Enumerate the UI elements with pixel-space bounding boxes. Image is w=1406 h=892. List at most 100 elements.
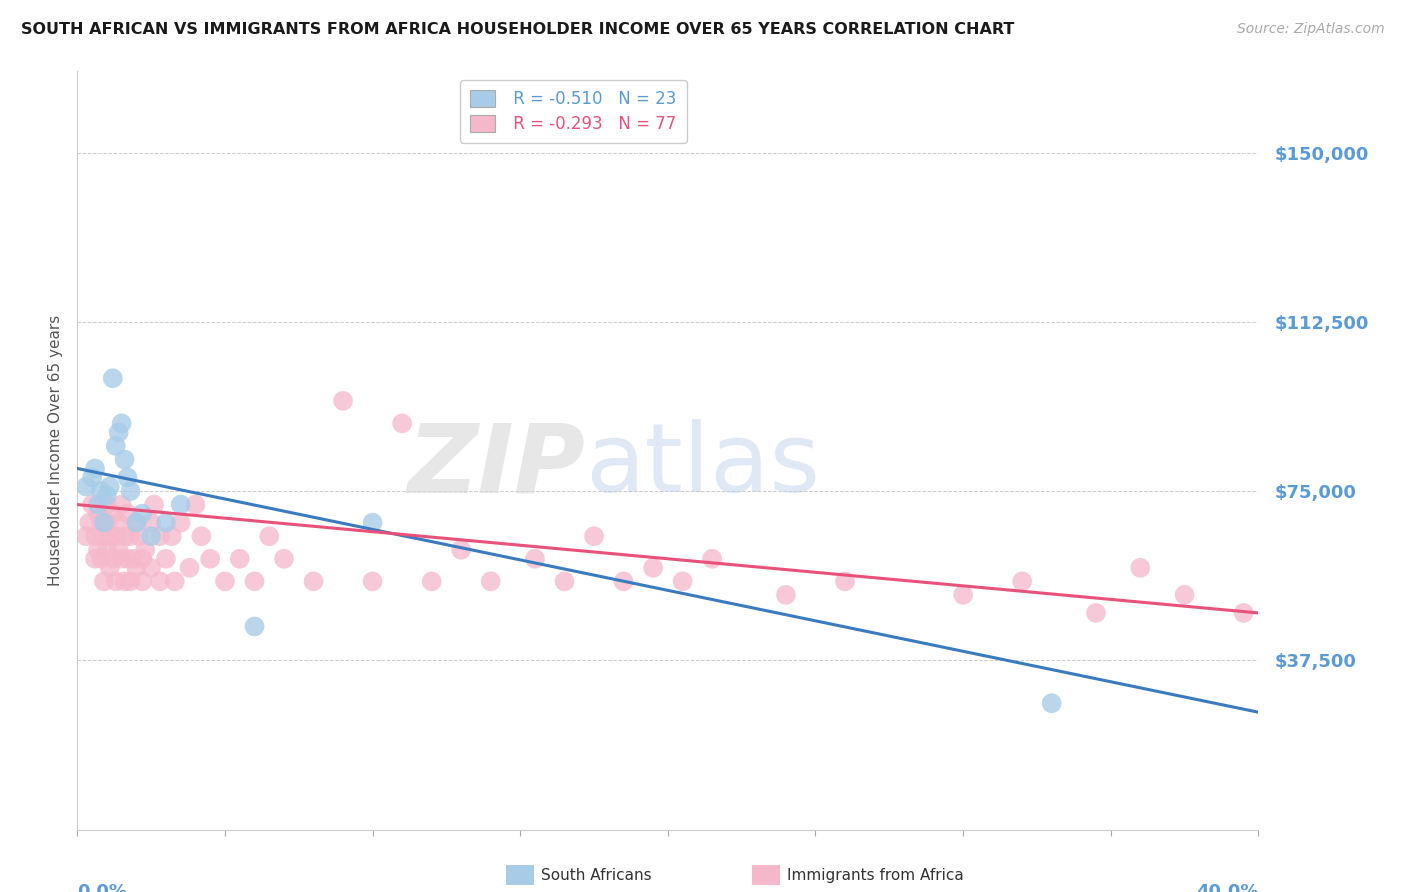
Point: [170, 516, 193, 530]
Point: [141, 516, 163, 530]
Text: atlas: atlas: [585, 419, 820, 512]
Point: [243, 619, 266, 633]
Point: [1011, 574, 1033, 589]
Legend:  R = -0.510   N = 23,  R = -0.293   N = 77: R = -0.510 N = 23, R = -0.293 N = 77: [460, 79, 686, 143]
Point: [96, 489, 118, 503]
Point: [391, 417, 413, 431]
Point: [131, 574, 153, 589]
Point: [84, 461, 107, 475]
Point: [190, 529, 212, 543]
Point: [450, 542, 472, 557]
Point: [155, 551, 177, 566]
Point: [259, 529, 281, 543]
Point: [243, 574, 266, 589]
Point: [170, 498, 193, 512]
Point: [643, 561, 665, 575]
Point: [302, 574, 325, 589]
Y-axis label: Householder Income Over 65 years: Householder Income Over 65 years: [48, 315, 63, 586]
Point: [125, 516, 148, 530]
Point: [122, 551, 145, 566]
Point: [107, 425, 129, 440]
Point: [702, 551, 724, 566]
Point: [96, 542, 118, 557]
Point: [420, 574, 443, 589]
Point: [101, 551, 124, 566]
Point: [479, 574, 502, 589]
Point: [90, 484, 112, 499]
Point: [200, 551, 222, 566]
Point: [273, 551, 295, 566]
Point: [141, 529, 163, 543]
Point: [554, 574, 576, 589]
Point: [93, 529, 115, 543]
Point: [125, 516, 148, 530]
Point: [82, 470, 104, 484]
Point: [101, 371, 124, 385]
Point: [87, 542, 110, 557]
Point: [117, 470, 139, 484]
Point: [149, 574, 172, 589]
Point: [75, 479, 97, 493]
Point: [160, 529, 183, 543]
Text: 0.0%: 0.0%: [77, 883, 128, 892]
Point: [90, 516, 112, 530]
Point: [90, 551, 112, 566]
Point: [952, 588, 974, 602]
Point: [111, 551, 132, 566]
Point: [141, 561, 163, 575]
Point: [101, 507, 124, 521]
Point: [332, 393, 354, 408]
Point: [75, 529, 97, 543]
Point: [184, 498, 207, 512]
Point: [1129, 561, 1152, 575]
Point: [361, 516, 384, 530]
Point: [613, 574, 636, 589]
Point: [82, 498, 104, 512]
Point: [96, 516, 118, 530]
Point: [107, 516, 129, 530]
Text: ZIP: ZIP: [408, 419, 585, 512]
Point: [134, 542, 156, 557]
Point: [361, 574, 384, 589]
Point: [120, 529, 142, 543]
Point: [583, 529, 606, 543]
Point: [131, 551, 153, 566]
Point: [87, 507, 110, 521]
Point: [131, 507, 153, 521]
Point: [149, 529, 172, 543]
Point: [87, 498, 110, 512]
Point: [93, 574, 115, 589]
Point: [96, 498, 118, 512]
Point: [84, 529, 107, 543]
Point: [98, 479, 121, 493]
Point: [93, 516, 115, 530]
Point: [120, 574, 142, 589]
Point: [111, 417, 132, 431]
Point: [104, 574, 127, 589]
Point: [524, 551, 547, 566]
Text: South Africans: South Africans: [541, 869, 652, 883]
Point: [834, 574, 856, 589]
Point: [163, 574, 186, 589]
Point: [98, 529, 121, 543]
Point: [117, 551, 139, 566]
Point: [672, 574, 695, 589]
Text: 40.0%: 40.0%: [1197, 883, 1258, 892]
Point: [1233, 606, 1256, 620]
Text: SOUTH AFRICAN VS IMMIGRANTS FROM AFRICA HOUSEHOLDER INCOME OVER 65 YEARS CORRELA: SOUTH AFRICAN VS IMMIGRANTS FROM AFRICA …: [21, 22, 1015, 37]
Point: [117, 507, 139, 521]
Point: [775, 588, 797, 602]
Point: [111, 498, 132, 512]
Point: [1085, 606, 1108, 620]
Point: [104, 529, 127, 543]
Point: [155, 516, 177, 530]
Point: [143, 498, 166, 512]
Point: [214, 574, 236, 589]
Text: Source: ZipAtlas.com: Source: ZipAtlas.com: [1237, 22, 1385, 37]
Point: [84, 551, 107, 566]
Point: [128, 529, 150, 543]
Point: [179, 561, 201, 575]
Point: [104, 439, 127, 453]
Point: [114, 452, 136, 467]
Text: Immigrants from Africa: Immigrants from Africa: [787, 869, 965, 883]
